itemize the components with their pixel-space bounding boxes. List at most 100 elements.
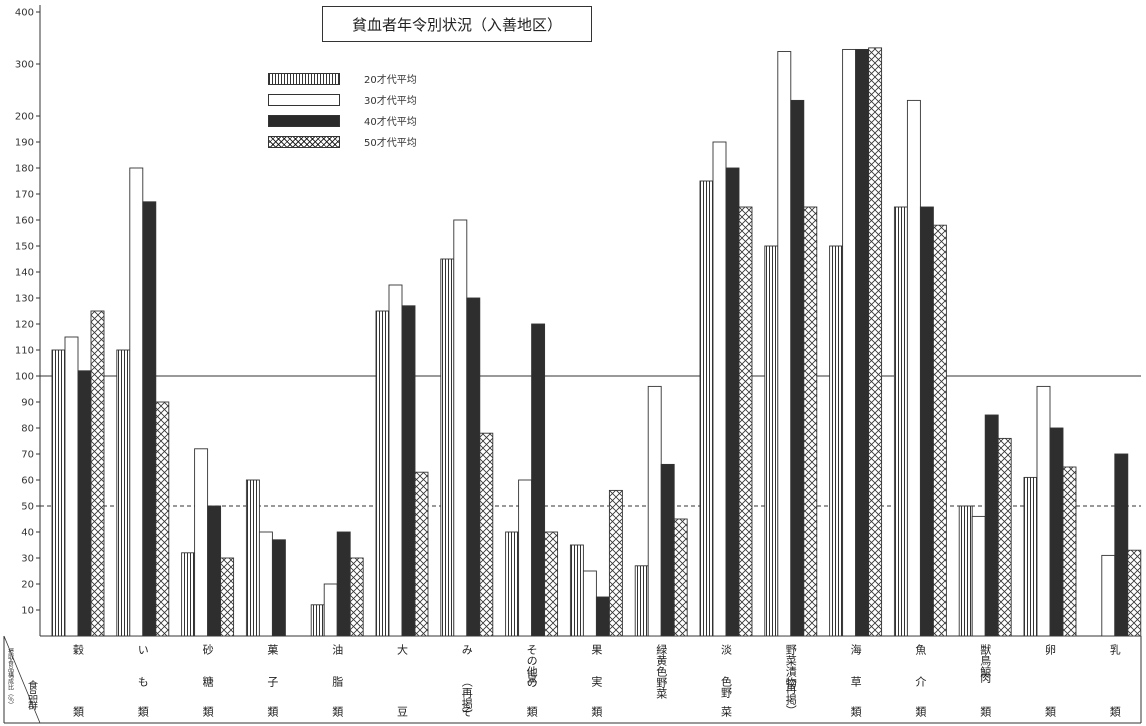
bar	[531, 323, 546, 637]
header-label-ratio: 摂取食品構成比（％）	[7, 647, 14, 708]
bar	[764, 245, 779, 637]
bars-layer	[51, 47, 1142, 637]
bar	[181, 552, 196, 637]
bar	[842, 48, 857, 637]
bar	[984, 414, 999, 637]
bar	[401, 305, 416, 637]
bar	[142, 201, 157, 637]
bar	[1062, 466, 1077, 637]
category-label-bottom: 類	[979, 706, 992, 718]
bar	[1036, 385, 1051, 637]
category-label-mid: 草	[849, 676, 862, 687]
legend-label: 50才代平均	[364, 138, 417, 149]
bar	[660, 463, 675, 637]
category-label-top: 緑黄色野菜	[655, 643, 668, 700]
y-tick-label: 150	[15, 242, 34, 253]
category-label-bottom: 類	[914, 706, 927, 718]
bar	[595, 596, 610, 637]
category-label-top: い	[136, 644, 149, 655]
category-label-mid: も	[136, 676, 149, 687]
y-tick-label: 160	[15, 216, 34, 227]
category-label-bottom: 類	[331, 706, 344, 718]
legend-item: 20才代平均	[268, 68, 417, 89]
y-tick-label: 20	[21, 580, 34, 591]
bar	[155, 401, 170, 637]
legend-label: 30才代平均	[364, 96, 417, 107]
category-label-mid: 子	[266, 676, 279, 687]
bar	[466, 297, 481, 637]
bar	[725, 167, 740, 637]
legend-swatch-50s	[268, 135, 340, 148]
category-label-bottom: 類	[266, 706, 279, 718]
bar	[194, 448, 209, 637]
category-label-top: 砂	[201, 644, 214, 656]
category-label-bottom: 類	[849, 706, 862, 718]
category-label-top: 魚	[914, 644, 927, 656]
bar	[958, 505, 973, 637]
bar	[906, 99, 921, 637]
bar	[90, 310, 105, 637]
bar	[803, 206, 818, 637]
bar	[829, 245, 844, 637]
category-label-mid: 肉	[979, 672, 992, 683]
category-label-top: 穀	[72, 644, 85, 656]
category-label-bottom: 類	[525, 706, 538, 718]
category-label-mid: 脂	[331, 675, 344, 688]
bar	[64, 336, 79, 637]
bar	[777, 51, 792, 637]
y-tick-label: 120	[15, 320, 34, 331]
bar	[1127, 549, 1142, 637]
bar	[207, 505, 222, 637]
bar	[971, 515, 986, 637]
category-label-top: 卵	[1044, 644, 1057, 656]
category-label-mid: 実	[590, 675, 603, 688]
y-tick-label: 80	[21, 424, 34, 435]
category-label-bottom: そ	[460, 706, 473, 717]
bar	[388, 284, 403, 637]
bar	[608, 489, 623, 637]
legend-swatch-40s	[268, 114, 340, 127]
bar	[1023, 476, 1038, 637]
y-tick-label: 50	[21, 502, 34, 513]
legend-item: 30才代平均	[268, 89, 417, 110]
bar	[1101, 554, 1116, 637]
category-label-bottom: 類	[72, 706, 85, 718]
y-tick-label: 190	[15, 138, 34, 149]
category-label-bottom: 類	[1044, 706, 1057, 718]
category-label-mid: 糖	[201, 675, 214, 688]
category-label-mid: 色野	[720, 675, 733, 698]
bar	[997, 437, 1012, 637]
bar	[116, 349, 131, 637]
category-label-mid: 豆	[525, 672, 538, 683]
category-label-bottom: 類	[1108, 706, 1121, 718]
bar	[323, 583, 338, 637]
category-label-top: み	[460, 644, 473, 655]
bar	[1114, 453, 1129, 637]
bar	[220, 557, 235, 637]
legend-swatch-20s	[268, 72, 340, 85]
category-label-top: 大	[396, 643, 409, 655]
category-label-top: 果	[590, 644, 603, 656]
bar	[310, 604, 325, 637]
bar	[51, 349, 66, 637]
y-tick-label: 180	[15, 164, 34, 175]
bar	[893, 206, 908, 637]
bar	[647, 385, 662, 637]
category-label-bottom: 豆	[396, 706, 409, 717]
legend: 20才代平均 30才代平均 40才代平均 50才代平均	[268, 68, 417, 152]
header-label-food-group: 食品群	[26, 679, 38, 711]
category-label-mid: （再掲）	[460, 676, 473, 720]
bar	[349, 557, 364, 637]
bar	[699, 180, 714, 637]
legend-label: 20才代平均	[364, 75, 417, 86]
bar	[479, 432, 494, 637]
y-tick-label: 70	[21, 450, 34, 461]
category-label-bottom: 類	[590, 706, 603, 718]
bar	[738, 206, 753, 637]
bar	[129, 167, 144, 637]
category-label-top: 獣鳥鯨	[979, 643, 992, 678]
bar	[712, 141, 727, 637]
category-label-bottom: 菜	[720, 706, 733, 718]
category-label-top: 淡	[720, 644, 733, 655]
